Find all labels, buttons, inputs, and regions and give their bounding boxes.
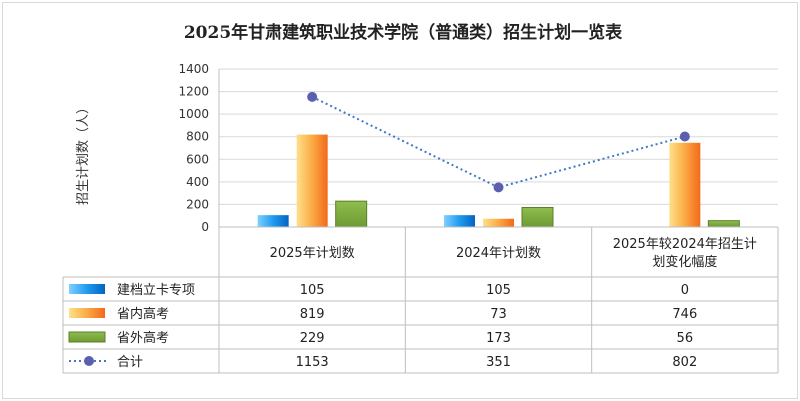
data-cell: 73 [490,307,507,322]
y-tick-label: 200 [186,197,209,211]
bar [335,200,368,228]
data-cell: 173 [486,331,511,346]
data-cell: 105 [300,283,325,298]
data-cell: 746 [672,307,697,322]
y-tick-label: 0 [201,220,209,234]
legend-label: 合计 [117,355,143,370]
data-cell: 819 [300,307,325,322]
legend-label: 省内高考 [117,306,169,322]
data-cell: 802 [672,355,697,370]
y-axis-label: 招生计划数（人） [76,101,91,205]
data-table: 2025年计划数 2024年计划数 2025年较2024年招生计划变化幅度建档立卡专… [62,69,779,374]
category-label: 2025年较2024年招生计 [613,237,757,252]
legend-key [68,331,106,343]
total-point [307,91,318,102]
line-layer [307,91,690,193]
data-cell: 229 [300,331,325,346]
total-point [679,131,690,142]
y-tick-label: 1400 [178,62,209,76]
y-tick-label: 1200 [178,85,209,99]
bar [444,215,475,227]
total-point [493,182,504,193]
data-cell: 1153 [296,355,329,370]
data-cell: 56 [677,331,694,346]
y-tick-label: 800 [186,130,209,144]
y-tick-label: 400 [186,175,209,189]
legend-key [84,356,94,366]
total-line [311,95,686,189]
category-label: 2024年计划数 [456,246,541,261]
y-tick-label: 600 [186,152,209,166]
bar [707,220,740,228]
data-cell: 351 [486,355,511,370]
chart-title: 2025年甘肃建筑职业技术学院（普通类）招生计划一览表 [184,22,623,43]
bar [483,218,514,227]
data-cell: 0 [681,283,689,298]
chart-svg: 2025年甘肃建筑职业技术学院（普通类）招生计划一览表 招生计划数（人） 020… [62,22,779,374]
legend-key [69,284,105,294]
bar [257,215,289,227]
category-label: 2025年计划数 [270,246,355,261]
data-cell: 105 [486,283,511,298]
bar [296,134,328,227]
legend-label: 省外高考 [117,330,169,346]
legend-label: 建档立卡专项 [117,283,195,298]
category-label: 划变化幅度 [652,254,717,270]
legend-key [69,308,105,318]
bar-layer [257,134,740,228]
bar [521,206,554,228]
bar [669,142,701,227]
y-tick-label: 1000 [178,107,209,121]
